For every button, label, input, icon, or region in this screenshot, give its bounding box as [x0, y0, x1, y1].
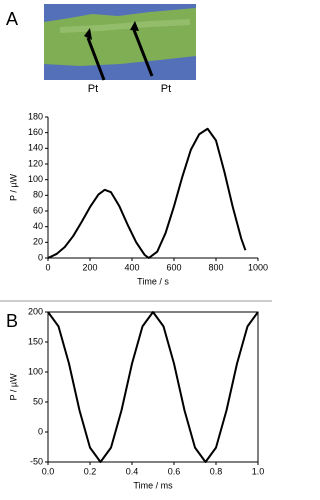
x-tick-label: 0	[45, 262, 50, 272]
y-axis-label: P / µW	[8, 173, 18, 201]
x-axis-label: Time / s	[137, 276, 169, 286]
arrow	[132, 29, 154, 77]
photo-label: Pt	[88, 83, 98, 95]
plot-frame	[47, 311, 259, 463]
arrow	[86, 37, 106, 81]
x-tick-label: 0.2	[84, 466, 97, 476]
y-tick-label: 50	[33, 396, 43, 406]
x-tick-label: 800	[208, 262, 223, 272]
leaf-texture	[59, 19, 191, 33]
y-tick-label: 200	[28, 306, 43, 316]
y-tick-label: 0	[38, 426, 43, 436]
arrow-head	[84, 28, 92, 40]
data-line	[47, 311, 259, 463]
arrow-head	[130, 21, 139, 31]
y-tick-label: 0	[38, 252, 43, 262]
y-tick-label: 140	[28, 143, 43, 153]
x-tick-label: 600	[166, 262, 181, 272]
y-tick-label: 60	[33, 205, 43, 215]
x-tick-label: 0.0	[42, 466, 55, 476]
x-tick-label: 1000	[248, 262, 268, 272]
x-tick-label: 0.6	[168, 466, 181, 476]
photo-label: Pt	[161, 83, 171, 95]
y-tick-label: 160	[28, 127, 43, 137]
y-tick-label: 40	[33, 221, 43, 231]
y-axis-label: P / µW	[8, 373, 18, 401]
panel-label: A	[6, 9, 18, 29]
y-tick-label: -50	[30, 456, 43, 466]
y-tick-label: 120	[28, 158, 43, 168]
y-tick-label: 180	[28, 111, 43, 121]
data-line	[47, 127, 247, 259]
photo	[44, 4, 196, 81]
x-axis-label: Time / ms	[133, 480, 173, 490]
x-tick-label: 400	[124, 262, 139, 272]
x-tick-label: 200	[82, 262, 97, 272]
y-tick-label: 100	[28, 174, 43, 184]
panel-label: B	[6, 311, 18, 331]
x-tick-label: 0.8	[210, 466, 223, 476]
figure: A B Pt Pt 0 20 40 60 80 100 120 140 160 180 0 200 40…	[0, 4, 272, 490]
y-tick-label: 100	[28, 366, 43, 376]
x-tick-label: 0.4	[126, 466, 139, 476]
x-tick-label: 1.0	[252, 466, 265, 476]
y-tick-label: 20	[33, 237, 43, 247]
y-tick-label: 80	[33, 190, 43, 200]
y-tick-label: 150	[28, 336, 43, 346]
